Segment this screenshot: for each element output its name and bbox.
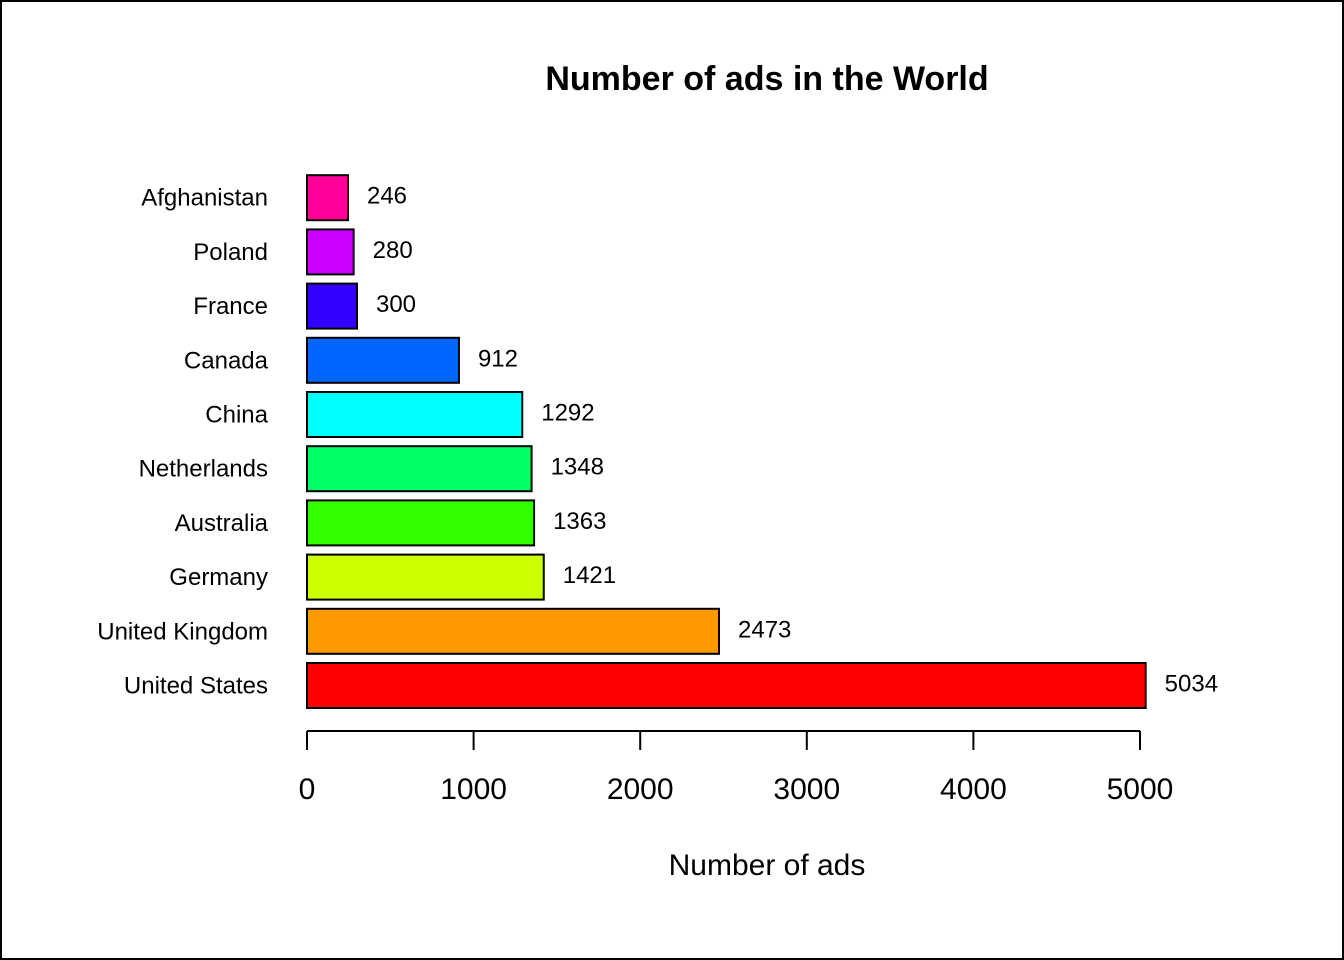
bar-australia bbox=[306, 499, 536, 547]
bar-germany bbox=[306, 553, 545, 601]
category-label-germany: Germany bbox=[169, 564, 268, 591]
category-label-poland: Poland bbox=[193, 239, 268, 266]
bar-netherlands bbox=[306, 445, 533, 493]
value-label-afghanistan: 246 bbox=[367, 183, 407, 210]
value-label-canada: 912 bbox=[478, 345, 518, 372]
value-label-australia: 1363 bbox=[553, 508, 606, 535]
value-label-united-states: 5034 bbox=[1165, 671, 1218, 698]
value-label-china: 1292 bbox=[541, 400, 594, 427]
category-label-united-kingdom: United Kingdom bbox=[97, 618, 268, 645]
category-label-united-states: United States bbox=[124, 673, 268, 700]
value-label-united-kingdom: 2473 bbox=[738, 616, 791, 643]
value-label-germany: 1421 bbox=[563, 562, 616, 589]
bar-france bbox=[306, 282, 358, 330]
x-axis-title: Number of ads bbox=[669, 849, 866, 882]
x-axis: 0 1000 2000 3000 4000 5000 bbox=[299, 730, 1174, 806]
bar-poland bbox=[306, 228, 355, 276]
bar-united-kingdom bbox=[306, 607, 721, 655]
bar-united-states bbox=[306, 662, 1147, 709]
bar-china bbox=[306, 391, 524, 438]
value-label-poland: 280 bbox=[373, 237, 413, 264]
category-label-china: China bbox=[205, 402, 268, 429]
x-tick-label-2000: 2000 bbox=[607, 773, 674, 806]
x-tick-label-5000: 5000 bbox=[1107, 773, 1174, 806]
category-label-france: France bbox=[193, 293, 268, 320]
value-label-france: 300 bbox=[376, 291, 416, 318]
bar-canada bbox=[306, 336, 460, 384]
category-label-australia: Australia bbox=[175, 510, 269, 537]
x-tick-label-4000: 4000 bbox=[940, 773, 1007, 806]
category-label-canada: Canada bbox=[184, 347, 269, 374]
bar-afghanistan bbox=[306, 174, 349, 222]
x-tick-label-0: 0 bbox=[299, 773, 316, 806]
bars-group: United States 5034 United Kingdom 2473 Germa… bbox=[97, 174, 1218, 709]
value-label-netherlands: 1348 bbox=[551, 454, 604, 481]
category-label-netherlands: Netherlands bbox=[139, 456, 268, 483]
category-label-afghanistan: Afghanistan bbox=[141, 185, 268, 212]
chart-title: Number of ads in the World bbox=[545, 60, 988, 98]
x-tick-label-1000: 1000 bbox=[440, 773, 507, 806]
x-tick-label-3000: 3000 bbox=[773, 773, 840, 806]
